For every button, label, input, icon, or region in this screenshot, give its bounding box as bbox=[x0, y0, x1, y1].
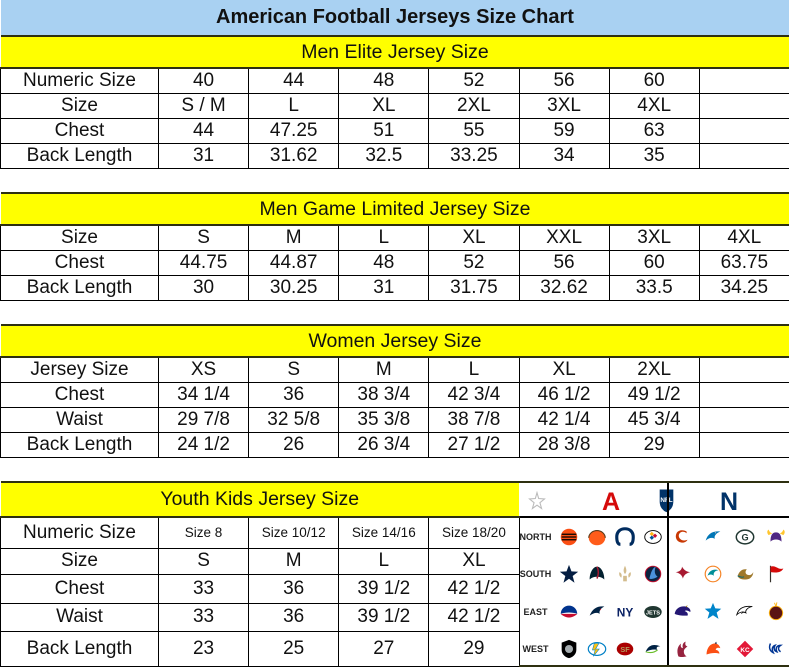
svg-text:N: N bbox=[720, 487, 738, 515]
svg-text:SF: SF bbox=[620, 645, 630, 654]
svg-text:NY: NY bbox=[616, 605, 633, 619]
svg-text:JETS: JETS bbox=[645, 610, 659, 616]
svg-text:G: G bbox=[741, 532, 748, 542]
svg-text:KC: KC bbox=[740, 647, 750, 654]
svg-text:A: A bbox=[601, 487, 619, 515]
